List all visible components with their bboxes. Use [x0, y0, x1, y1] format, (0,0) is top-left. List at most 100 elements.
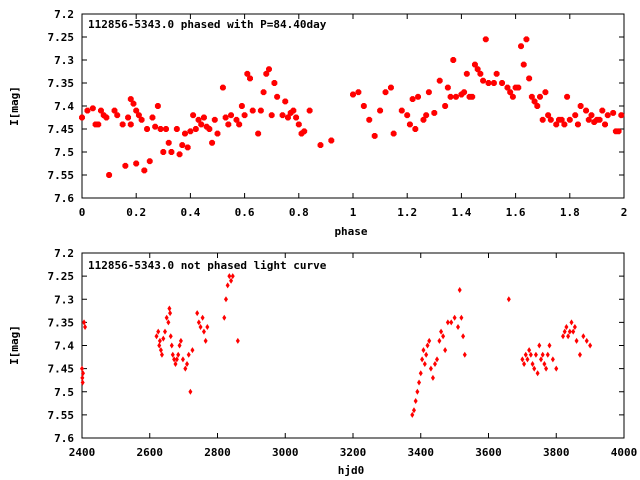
phased-data-point	[173, 126, 180, 132]
phased-chart: 112856-5343.0 phased with P=84.40day pha…	[8, 8, 627, 238]
phased-x-axis-label: phase	[334, 225, 367, 238]
phased-data-point	[420, 116, 427, 123]
unphased-data-point	[223, 296, 228, 303]
unphased-data-point	[459, 314, 464, 321]
phased-data-point	[574, 121, 581, 128]
phased-data-point	[260, 89, 267, 96]
phased-y-tick-label: 7.2	[54, 8, 74, 21]
unphased-data-point	[539, 356, 544, 363]
phased-data-point	[179, 142, 186, 149]
phased-data-point	[271, 80, 278, 86]
phased-data-point	[507, 89, 514, 96]
phased-data-point	[176, 151, 183, 158]
unphased-data-point	[581, 333, 586, 340]
phased-data-point	[266, 66, 272, 73]
unphased-data-point	[437, 337, 442, 344]
unphased-data-point	[554, 365, 559, 372]
unphased-data-point	[227, 273, 232, 280]
phased-data-point	[187, 128, 194, 135]
unphased-data-point	[83, 324, 88, 330]
unphased-y-tick-label: 7.5	[54, 386, 74, 399]
unphased-data-point	[562, 328, 567, 335]
phased-data-point	[360, 103, 367, 109]
phased-data-point	[263, 70, 270, 77]
unphased-data-point	[178, 337, 183, 344]
unphased-data-point	[176, 351, 181, 358]
phased-data-point	[615, 128, 622, 135]
phased-data-point	[436, 77, 443, 84]
unphased-data-point	[457, 287, 462, 293]
unphased-data-point	[540, 351, 545, 358]
unphased-data-point	[413, 398, 418, 404]
phased-data-point	[599, 107, 606, 114]
phased-data-point	[163, 126, 169, 132]
phased-data-point	[146, 158, 153, 165]
unphased-x-tick-label: 3200	[340, 446, 367, 459]
unphased-x-tick-label: 3800	[543, 446, 570, 459]
phased-data-point	[412, 126, 419, 132]
phased-data-point	[485, 80, 492, 86]
unphased-data-point	[528, 351, 533, 358]
phased-data-point	[366, 116, 373, 123]
phased-data-point	[89, 105, 96, 112]
unphased-data-point	[537, 342, 542, 349]
unphased-data-point	[157, 337, 162, 344]
phased-y-tick-label: 7.35	[48, 77, 75, 90]
unphased-y-tick-label: 7.2	[54, 247, 74, 260]
phased-data-point	[463, 70, 470, 77]
phased-data-point	[206, 126, 213, 132]
phased-data-point	[165, 139, 172, 146]
phased-data-point	[504, 84, 511, 91]
phased-data-point	[585, 116, 592, 123]
unphased-x-tick-label: 2400	[69, 446, 96, 459]
phased-data-point	[98, 107, 104, 114]
unphased-data-point	[154, 333, 159, 340]
phased-data-point	[477, 70, 484, 77]
phased-data-point	[377, 107, 384, 114]
phased-data-point	[157, 126, 164, 132]
unphased-data-point	[520, 356, 525, 363]
phased-data-point	[225, 121, 232, 128]
phased-data-point	[84, 107, 91, 114]
unphased-data-point	[172, 356, 177, 363]
unphased-data-point	[530, 361, 535, 367]
unphased-data-point	[571, 328, 576, 335]
unphased-data-point	[439, 328, 444, 335]
phased-data-point	[520, 61, 527, 68]
phased-y-tick-label: 7.6	[54, 192, 74, 205]
phased-y-tick-label: 7.4	[54, 100, 74, 113]
unphased-data-point	[421, 347, 426, 354]
phased-data-point	[214, 130, 221, 137]
unphased-data-point	[430, 374, 435, 381]
phased-data-point	[471, 61, 478, 68]
phased-plot-frame	[81, 13, 625, 199]
phased-data-point	[610, 109, 617, 116]
phased-data-point	[127, 121, 134, 128]
unphased-x-tick-label: 4000	[611, 446, 638, 459]
unphased-data-point	[418, 370, 423, 377]
phased-data-point	[382, 89, 389, 96]
phased-data-point	[222, 114, 229, 121]
phased-data-point	[499, 80, 506, 86]
phased-data-point	[111, 107, 118, 114]
phased-data-point	[285, 114, 291, 121]
phased-data-point	[236, 121, 243, 128]
unphased-data-point	[506, 296, 511, 303]
phased-data-point	[149, 114, 156, 121]
unphased-data-point	[158, 347, 163, 354]
phased-data-point	[577, 103, 584, 109]
phased-data-point	[561, 121, 568, 128]
unphased-data-point	[169, 342, 174, 349]
phased-data-point	[127, 96, 134, 103]
phased-data-point	[469, 93, 476, 100]
phased-data-point	[425, 89, 432, 96]
unphased-data-point	[198, 324, 203, 330]
phased-data-point	[257, 107, 264, 114]
unphased-x-tick-label: 3600	[475, 446, 502, 459]
phased-x-tick-label: 1.4	[451, 206, 471, 219]
unphased-data-point	[186, 351, 191, 358]
phased-data-point	[474, 66, 481, 73]
phased-data-point	[119, 121, 126, 128]
unphased-plot-frame	[81, 252, 625, 439]
phased-y-tick-label: 7.55	[48, 169, 75, 182]
